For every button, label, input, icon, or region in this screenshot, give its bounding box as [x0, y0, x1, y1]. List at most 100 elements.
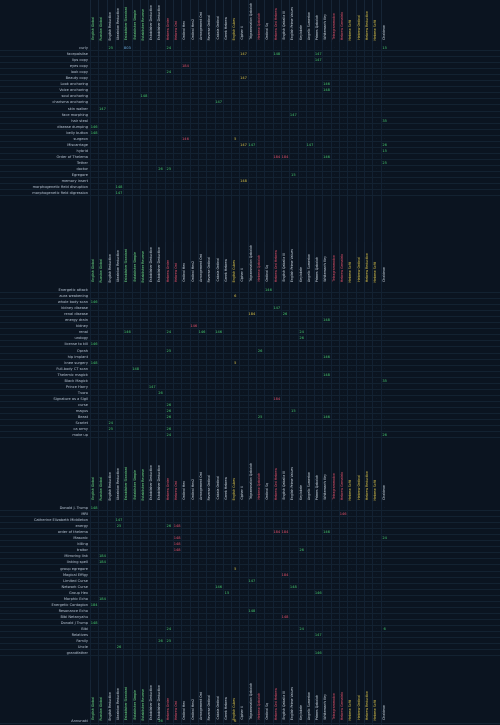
value-cell[interactable]: ·: [110, 409, 112, 413]
value-cell[interactable]: ·: [276, 719, 278, 723]
value-cell[interactable]: ·: [367, 566, 369, 571]
value-cell[interactable]: ·: [193, 179, 195, 184]
value-cell[interactable]: ·: [151, 639, 153, 644]
value-cell[interactable]: ·: [375, 590, 377, 595]
value-cell[interactable]: ·: [135, 639, 137, 644]
value-cell[interactable]: ·: [193, 421, 195, 426]
value-cell[interactable]: ·: [126, 167, 128, 171]
cipher-column-header[interactable]: Ordinal Sq: [264, 242, 273, 284]
value-cell[interactable]: ·: [143, 160, 145, 165]
value-cell[interactable]: ·: [251, 427, 253, 432]
value-cell[interactable]: ·: [151, 124, 153, 129]
value-cell[interactable]: ·: [201, 602, 203, 607]
value-cell[interactable]: ·: [101, 578, 104, 583]
cipher-column-header[interactable]: Arrangement Ord: [197, 680, 207, 722]
value-cell[interactable]: ·: [126, 118, 128, 123]
value-cell[interactable]: ·: [292, 46, 294, 50]
value-cell[interactable]: ·: [267, 602, 270, 607]
table-row[interactable]: energy drain · · · · · · · · · · · · · · · · · · · · · · · · · · · ·…: [0, 317, 500, 324]
value-cell[interactable]: ·: [350, 421, 353, 426]
value-cell[interactable]: ·: [251, 554, 253, 559]
value-cell[interactable]: ·: [375, 76, 377, 81]
value-cell[interactable]: ·: [218, 390, 220, 395]
value-cell[interactable]: ·: [135, 427, 137, 432]
value-cell[interactable]: ·: [325, 602, 328, 607]
value-cell[interactable]: ·: [350, 82, 353, 87]
cipher-column-header[interactable]: Establisher Deduction: [148, 0, 157, 42]
value-cell[interactable]: ·: [267, 342, 270, 347]
value-cell[interactable]: ·: [193, 512, 195, 517]
value-cell[interactable]: ·: [267, 396, 270, 401]
value-cell[interactable]: ·: [292, 106, 294, 111]
value-cell[interactable]: ·: [176, 294, 178, 299]
value-cell[interactable]: ·: [151, 596, 153, 601]
value-cell[interactable]: ·: [259, 148, 261, 153]
value-cell[interactable]: ·: [226, 396, 228, 401]
value-cell[interactable]: ·: [301, 354, 303, 359]
table-row[interactable]: urology · · · · · · · · · · · · · · · · · · · · · · · · · 26 · · · · · ·…: [0, 335, 500, 342]
value-cell[interactable]: ·: [218, 366, 220, 371]
value-cell[interactable]: ·: [267, 633, 270, 638]
value-cell[interactable]: ·: [226, 154, 228, 159]
value-cell[interactable]: ·: [259, 179, 261, 184]
value-cell[interactable]: ·: [135, 602, 137, 607]
value-cell[interactable]: ·: [334, 530, 336, 535]
value-cell[interactable]: ·: [201, 70, 203, 75]
value-cell[interactable]: ·: [375, 360, 377, 365]
value-cell[interactable]: ·: [301, 130, 303, 135]
value-cell[interactable]: ·: [201, 294, 203, 299]
value-cell[interactable]: ·: [135, 633, 137, 638]
value-cell[interactable]: ·: [301, 384, 303, 389]
value-cell[interactable]: ·: [226, 330, 228, 335]
value-cell[interactable]: ·: [251, 82, 253, 87]
value-cell[interactable]: ·: [218, 524, 220, 529]
value-cell[interactable]: ·: [309, 306, 311, 311]
value-cell[interactable]: ·: [168, 360, 170, 365]
value-cell[interactable]: ·: [359, 191, 361, 196]
cipher-column-header[interactable]: Greek Hebrew: [222, 460, 232, 502]
value-cell[interactable]: ·: [176, 148, 178, 153]
value-cell[interactable]: ·: [226, 70, 228, 75]
table-row[interactable]: soul anchoring · · · · · · 148 · · · · · · · · · · · · · · · · ·…: [0, 93, 500, 100]
value-cell[interactable]: ·: [168, 288, 170, 292]
value-cell[interactable]: ·: [226, 112, 228, 117]
value-cell[interactable]: ·: [193, 506, 195, 510]
value-cell[interactable]: ·: [184, 719, 187, 723]
value-cell[interactable]: ·: [118, 402, 120, 407]
value-cell[interactable]: ·: [301, 409, 303, 413]
value-cell[interactable]: ·: [159, 288, 162, 292]
value-cell[interactable]: ·: [317, 548, 319, 553]
value-cell[interactable]: ·: [309, 602, 311, 607]
value-cell[interactable]: ·: [342, 390, 344, 395]
value-cell[interactable]: ·: [135, 88, 137, 93]
value-cell[interactable]: ·: [209, 154, 211, 159]
value-cell[interactable]: ·: [359, 354, 361, 359]
cipher-column-header[interactable]: English Reduction: [106, 680, 116, 722]
value-cell[interactable]: ·: [226, 524, 228, 529]
value-cell[interactable]: ·: [359, 348, 361, 353]
value-cell[interactable]: ·: [384, 608, 386, 613]
value-cell[interactable]: ·: [93, 324, 95, 329]
value-cell[interactable]: ·: [384, 390, 386, 395]
value-cell[interactable]: ·: [126, 548, 128, 553]
value-cell[interactable]: ·: [325, 566, 328, 571]
value-cell[interactable]: ·: [218, 154, 220, 159]
value-cell[interactable]: ·: [168, 106, 170, 111]
value-cell[interactable]: ·: [251, 167, 253, 171]
value-cell[interactable]: ·: [259, 112, 261, 117]
value-cell[interactable]: ·: [309, 160, 311, 165]
value-cell[interactable]: ·: [159, 433, 162, 438]
value-cell[interactable]: 26: [166, 524, 172, 529]
value-cell[interactable]: ·: [176, 427, 178, 432]
value-cell[interactable]: ·: [342, 160, 344, 165]
value-cell[interactable]: ·: [367, 506, 369, 510]
value-cell[interactable]: ·: [359, 130, 361, 135]
value-cell[interactable]: ·: [110, 584, 112, 589]
value-cell[interactable]: ·: [110, 384, 112, 389]
value-cell[interactable]: ·: [218, 112, 220, 117]
value-cell[interactable]: ·: [234, 106, 236, 111]
cipher-column-header[interactable]: Keylabrie: [297, 680, 307, 722]
value-cell[interactable]: ·: [375, 602, 377, 607]
value-cell[interactable]: ·: [110, 542, 112, 547]
value-cell[interactable]: ·: [350, 354, 353, 359]
